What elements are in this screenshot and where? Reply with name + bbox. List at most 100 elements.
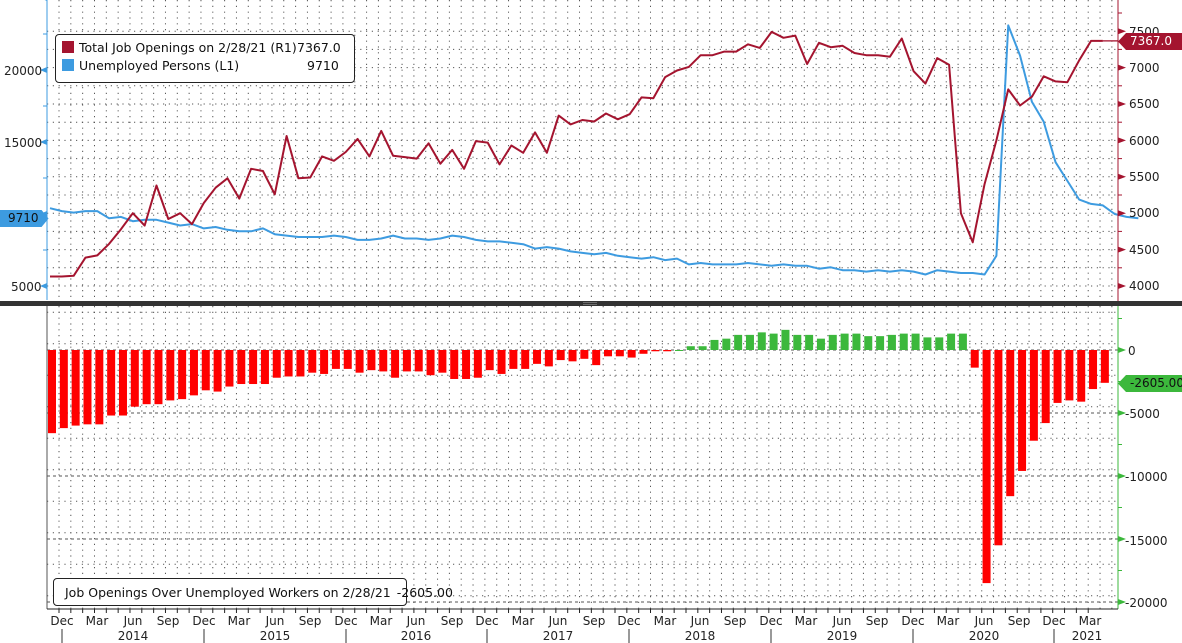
x-month-label: Jun — [832, 614, 852, 628]
x-axis-ticks — [58, 609, 1089, 613]
difference-bar — [331, 350, 340, 369]
legend-item-job-openings: Total Job Openings on 2/28/21 (R1) 7367.… — [56, 38, 354, 56]
bottom-legend: Job Openings Over Unemployed Workers on … — [53, 578, 453, 606]
difference-bar — [734, 334, 743, 350]
top-legend: Total Job Openings on 2/28/21 (R1) 7367.… — [55, 34, 355, 83]
difference-bar — [1100, 350, 1109, 383]
difference-bar — [911, 333, 920, 350]
x-month-label: Jun — [974, 614, 994, 628]
difference-bar — [947, 333, 956, 350]
right-tick-label: 6000 — [1129, 134, 1160, 148]
difference-bar — [816, 338, 825, 350]
right-tick-label: 4500 — [1129, 243, 1160, 257]
x-year-label: 2014 — [118, 629, 149, 643]
difference-last-value-tag: -2605.00 — [1118, 375, 1182, 392]
x-month-label: Mar — [228, 614, 251, 628]
difference-bar — [1065, 350, 1074, 401]
x-month-label: Dec — [617, 614, 640, 628]
x-year-label: 2016 — [401, 629, 432, 643]
difference-bar — [805, 334, 814, 350]
difference-bar — [343, 350, 352, 369]
panel-divider[interactable] — [0, 301, 1182, 306]
difference-bar — [663, 350, 672, 352]
x-year-label: 2019 — [827, 629, 858, 643]
difference-bar — [213, 350, 222, 392]
left-tick-label: 15000 — [4, 136, 42, 150]
legend-value: -2605.00 — [396, 584, 453, 600]
difference-bar — [367, 350, 376, 371]
difference-bar — [994, 350, 1003, 546]
x-month-label: Jun — [690, 614, 710, 628]
difference-bar — [402, 350, 411, 372]
difference-bar — [521, 350, 530, 369]
x-month-label: Dec — [334, 614, 357, 628]
job-openings-swatch-icon — [62, 41, 74, 53]
x-month-label: Mar — [86, 614, 109, 628]
legend-value: 9710 — [307, 57, 339, 73]
difference-bar — [982, 350, 991, 584]
right-tick-label: 6500 — [1129, 97, 1160, 111]
difference-bar — [568, 350, 577, 362]
x-month-label: Mar — [512, 614, 535, 628]
right-tick-label: 5000 — [1129, 206, 1160, 220]
legend-value: 7367.0 — [297, 39, 341, 55]
difference-bar — [639, 350, 648, 354]
difference-bar — [970, 350, 979, 368]
difference-bar — [308, 350, 317, 373]
difference-bar — [391, 350, 400, 378]
bottom-panel-grid — [47, 306, 1118, 609]
x-month-label: Sep — [1008, 614, 1031, 628]
difference-bar — [450, 350, 459, 379]
x-month-label: Mar — [654, 614, 677, 628]
difference-bar — [887, 334, 896, 350]
difference-bar — [355, 350, 364, 373]
bottom-right-tick-label: -10000 — [1125, 470, 1168, 484]
x-year-separators — [61, 629, 1055, 643]
difference-bar — [107, 350, 116, 416]
difference-bar — [260, 350, 269, 385]
left-tick-label: 20000 — [4, 64, 42, 78]
x-month-label: Dec — [50, 614, 73, 628]
difference-bar — [828, 334, 837, 350]
legend-label: Total Job Openings on 2/28/21 (R1) — [79, 39, 297, 55]
difference-bar — [71, 350, 80, 426]
difference-bar — [793, 334, 802, 350]
difference-bar — [698, 346, 707, 350]
difference-bar — [142, 350, 151, 405]
difference-bar — [497, 350, 506, 374]
legend-item-difference: Job Openings Over Unemployed Workers on … — [54, 579, 453, 605]
difference-bar — [249, 350, 258, 385]
legend-item-unemployed: Unemployed Persons (L1) 9710 — [56, 56, 354, 74]
x-year-label: 2021 — [1072, 629, 1103, 643]
x-year-label: 2015 — [260, 629, 291, 643]
difference-bar — [710, 339, 719, 350]
divider-grip-icon — [583, 302, 597, 305]
x-month-label: Mar — [1079, 614, 1102, 628]
bottom-right-tick-label: -20000 — [1125, 596, 1168, 610]
difference-bar — [923, 337, 932, 350]
x-month-label: Dec — [475, 614, 498, 628]
difference-bar — [544, 350, 553, 367]
difference-bar — [1029, 350, 1038, 441]
difference-bar — [272, 350, 281, 378]
bottom-right-tick-label: 0 — [1128, 344, 1136, 358]
difference-bar — [864, 336, 873, 350]
difference-bar — [757, 332, 766, 350]
difference-bar — [1041, 350, 1050, 424]
x-month-label: Dec — [759, 614, 782, 628]
x-month-label: Sep — [157, 614, 180, 628]
difference-bar — [745, 334, 754, 350]
difference-bar — [592, 350, 601, 366]
legend-label: Job Openings Over Unemployed Workers on … — [65, 584, 391, 600]
difference-bar — [686, 346, 695, 350]
difference-bar — [237, 350, 246, 385]
difference-bar — [320, 350, 329, 374]
difference-bar — [627, 350, 636, 358]
difference-bar — [154, 350, 163, 405]
job-openings-line — [50, 30, 1103, 278]
difference-bar — [118, 350, 127, 416]
x-month-label: Jun — [548, 614, 568, 628]
right-tick-label: 4000 — [1129, 279, 1160, 293]
difference-bar — [225, 350, 234, 387]
x-month-label: Dec — [1042, 614, 1065, 628]
